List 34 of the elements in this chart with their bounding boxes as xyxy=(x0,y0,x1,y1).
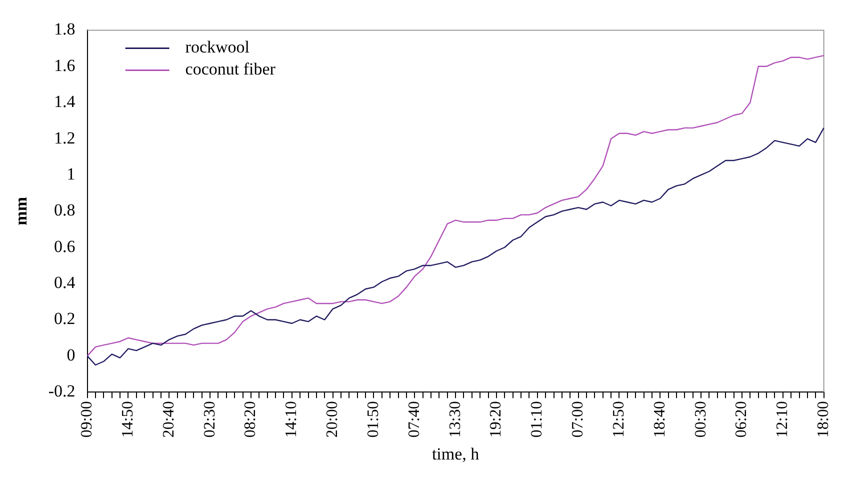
x-axis-title: time, h xyxy=(432,444,480,464)
y-tick-label: -0.2 xyxy=(48,382,76,401)
y-tick-label: 1.8 xyxy=(54,20,76,39)
y-tick-label: 0.6 xyxy=(54,236,76,256)
x-tick-label: 18:40 xyxy=(651,401,668,438)
y-axis-title: mm xyxy=(12,197,31,226)
x-tick-label: 20:40 xyxy=(160,401,178,438)
x-tick-label: 06:20 xyxy=(733,401,750,438)
x-tick-label: 01:50 xyxy=(364,401,382,438)
x-tick-label: 08:20 xyxy=(242,401,260,438)
x-tick-label: 14:10 xyxy=(283,401,300,438)
legend-label: rockwool xyxy=(185,38,250,57)
x-tick-label: 20:00 xyxy=(324,401,342,438)
x-tick-label: 13:30 xyxy=(446,401,464,438)
y-tick-label: 1.4 xyxy=(54,92,76,112)
x-tick-label: 18:00 xyxy=(815,401,832,438)
x-tick-label: 09:00 xyxy=(78,401,96,438)
y-tick-label: 0.4 xyxy=(54,273,76,292)
y-tick-label: 0.8 xyxy=(54,200,76,220)
y-tick-label: 0 xyxy=(66,345,76,364)
y-tick-label: 1 xyxy=(66,164,76,184)
y-tick-label: 0.2 xyxy=(54,309,76,328)
x-tick-label: 02:30 xyxy=(201,401,218,438)
x-tick-label: 12:10 xyxy=(774,401,792,438)
x-tick-label: 14:50 xyxy=(119,401,136,438)
x-tick-label: 12:50 xyxy=(610,401,628,438)
y-tick-label: 1.6 xyxy=(54,56,76,75)
legend-label: coconut fiber xyxy=(185,60,276,79)
x-tick-label: 07:00 xyxy=(570,401,587,438)
x-tick-label: 07:40 xyxy=(406,401,423,438)
y-tick-label: 1.2 xyxy=(54,128,76,148)
x-tick-label: 00:30 xyxy=(692,401,710,438)
x-tick-label: 01:10 xyxy=(528,401,546,438)
x-tick-label: 19:20 xyxy=(488,401,505,438)
